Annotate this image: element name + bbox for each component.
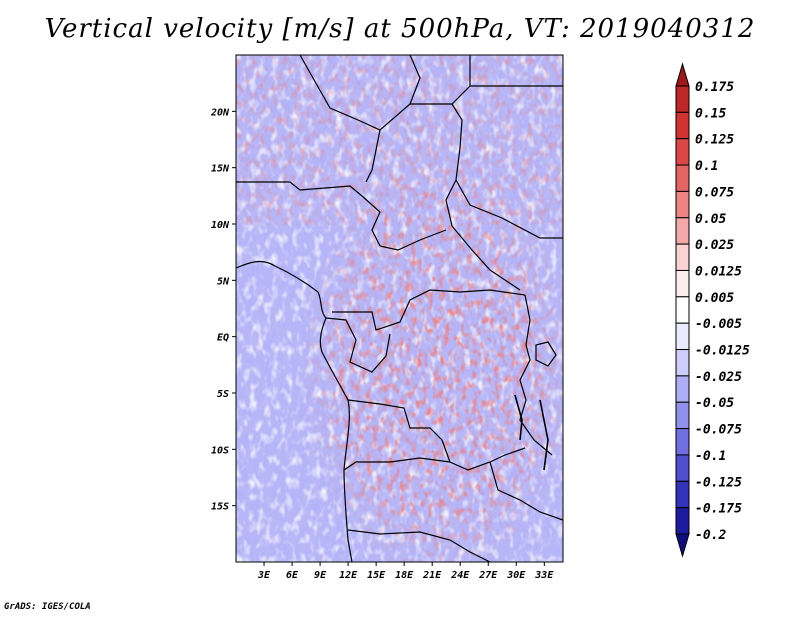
map-title: Vertical velocity [m/s] at 500hPa, VT: 2… — [44, 14, 756, 44]
colorbar-swatch — [675, 111, 690, 140]
colorbar-label: -0.125 — [695, 475, 742, 490]
colorbar-label: -0.1 — [695, 449, 726, 464]
colorbar-label: -0.075 — [695, 423, 742, 438]
lon-tick-label: 12E — [339, 570, 358, 581]
lon-tick-label: 21E — [422, 570, 442, 581]
colorbar-label: -0.175 — [695, 502, 742, 517]
colorbar-label: -0.025 — [695, 370, 742, 385]
colorbar-swatch — [675, 296, 690, 324]
lat-tick-label: 15S — [211, 502, 229, 513]
colorbar-swatch — [675, 454, 690, 482]
lat-tick-label: 10N — [211, 220, 230, 231]
colorbar-label: 0.1 — [695, 159, 718, 174]
colorbar-swatch — [675, 401, 690, 430]
colorbar-label: 0.005 — [695, 291, 734, 306]
latitude-axis: 20N 15N 10N 5N EQ 5S 10S 15S — [210, 107, 236, 513]
colorbar-swatch — [675, 428, 690, 456]
colorbar-label: 0.0125 — [695, 264, 742, 279]
colorbar-label: -0.05 — [695, 396, 734, 411]
lat-tick-label: 5N — [217, 276, 230, 287]
colorbar-label: 0.075 — [695, 185, 734, 200]
colorbar-label: 0.025 — [695, 238, 734, 253]
colorbar-swatch — [675, 480, 690, 509]
lon-tick-label: 33E — [534, 570, 554, 581]
lat-tick-label: 10S — [211, 445, 229, 456]
lon-tick-label: 6E — [286, 570, 299, 581]
colorbar-swatch — [675, 375, 690, 403]
colorbar-swatch — [675, 85, 690, 113]
colorbar-swatch — [675, 507, 690, 535]
colorbar-bottom-arrow — [675, 533, 690, 558]
colorbar-label: -0.0125 — [695, 344, 750, 359]
lat-tick-label: 15N — [211, 164, 230, 175]
lon-tick-label: 24E — [450, 570, 470, 581]
longitude-axis: 3E 6E 9E 12E 15E 18E 21E 24E 27E 30E 33E — [257, 562, 554, 581]
colorbar-swatch — [675, 243, 690, 271]
colorbar-label: 0.175 — [695, 80, 734, 95]
colorbar-label: -0.005 — [695, 317, 742, 332]
lat-tick-label: EQ — [217, 333, 229, 344]
plot-frame — [235, 54, 564, 563]
lon-tick-label: 15E — [367, 570, 386, 581]
lon-tick-label: 30E — [506, 570, 526, 581]
colorbar-label: 0.125 — [695, 133, 734, 148]
colorbar-swatch — [675, 138, 690, 166]
lon-tick-label: 3E — [257, 570, 271, 581]
lon-tick-label: 9E — [314, 570, 327, 581]
colorbar-swatch — [675, 217, 690, 245]
lon-tick-label: 18E — [395, 570, 414, 581]
colorbar-swatch — [675, 269, 690, 298]
velocity-field — [236, 55, 563, 562]
colorbar-swatch — [675, 322, 690, 351]
colorbar-swatch — [675, 164, 690, 192]
colorbar-label: 0.15 — [695, 106, 726, 121]
lat-tick-label: 20N — [210, 107, 230, 118]
lon-tick-label: 27E — [478, 570, 498, 581]
colorbar-label: 0.05 — [695, 212, 726, 227]
colorbar-swatch — [675, 190, 690, 219]
country-borders — [236, 55, 563, 562]
lat-tick-label: 5S — [217, 389, 229, 400]
colorbar-swatch — [675, 349, 690, 377]
colorbar-label: -0.2 — [695, 528, 726, 543]
colorbar-top-arrow — [675, 62, 690, 87]
grads-credit: GrADS: IGES/COLA — [4, 602, 91, 612]
